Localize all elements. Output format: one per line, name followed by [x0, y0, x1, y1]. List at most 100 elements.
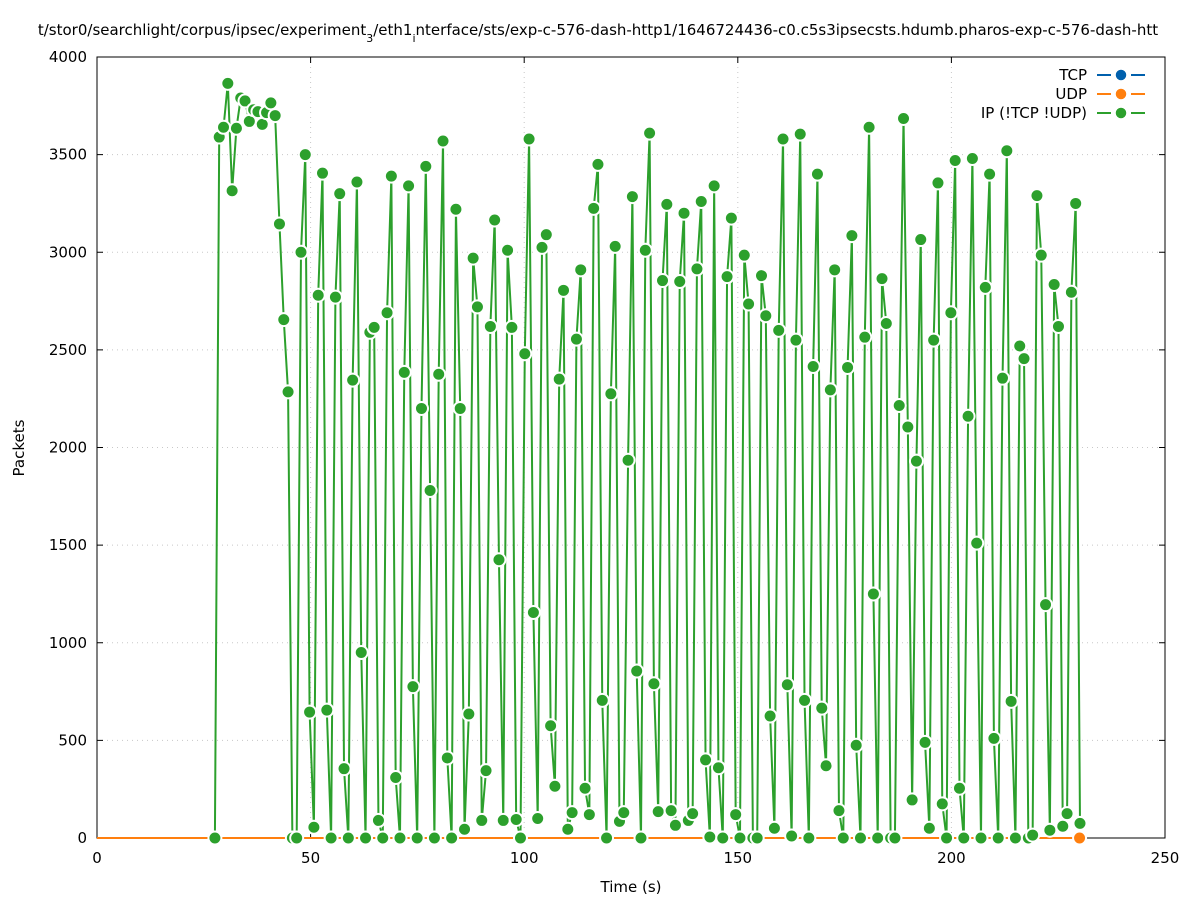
data-point [1029, 188, 1045, 204]
data-point [1033, 247, 1049, 263]
data-point [568, 331, 584, 347]
data-point [809, 166, 825, 182]
data-point [263, 95, 279, 111]
data-point [353, 645, 369, 661]
legend-marker [1114, 87, 1128, 101]
data-point [474, 812, 490, 828]
x-tick-label: 200 [937, 849, 966, 867]
legend-entry: IP (!TCP !UDP) [981, 104, 1145, 122]
data-point [749, 830, 765, 846]
data-point [698, 752, 714, 768]
data-point [667, 817, 683, 833]
data-point [758, 308, 774, 324]
data-point [508, 811, 524, 827]
data-point [1007, 830, 1023, 846]
data-point [646, 676, 662, 692]
data-point [616, 805, 632, 821]
x-tick-label: 250 [1151, 849, 1180, 867]
data-point [469, 299, 485, 315]
data-point [297, 147, 313, 163]
data-point [814, 700, 830, 716]
data-point [392, 830, 408, 846]
data-point [960, 408, 976, 424]
data-point [556, 282, 572, 298]
data-point [543, 718, 559, 734]
data-point [271, 216, 287, 232]
data-point [840, 359, 856, 375]
data-point [370, 812, 386, 828]
data-point [943, 305, 959, 321]
data-point [706, 178, 722, 194]
data-point [237, 93, 253, 109]
legend-entry: TCP [1058, 66, 1145, 84]
data-point [874, 271, 890, 287]
data-point [732, 830, 748, 846]
data-point [990, 830, 1006, 846]
y-tick-label: 1000 [49, 634, 87, 652]
data-point [366, 319, 382, 335]
data-point [327, 289, 343, 305]
data-point [900, 419, 916, 435]
data-point [728, 807, 744, 823]
data-point [439, 750, 455, 766]
data-point [1072, 815, 1088, 831]
data-point [827, 262, 843, 278]
data-point [409, 830, 425, 846]
legend-label: IP (!TCP !UDP) [981, 104, 1087, 122]
y-tick-label: 3500 [49, 146, 87, 164]
data-point [719, 269, 735, 285]
data-point [280, 384, 296, 400]
data-point [917, 734, 933, 750]
data-point [577, 780, 593, 796]
data-point [319, 702, 335, 718]
data-point [383, 168, 399, 184]
legend-label: UDP [1055, 85, 1087, 103]
data-point [538, 227, 554, 243]
series-line [213, 83, 1081, 840]
data-point [835, 830, 851, 846]
data-point [487, 212, 503, 228]
axis-ticks: 0 50 100 150 200 2500500100015002000250030003… [49, 48, 1180, 867]
data-point [573, 262, 589, 278]
data-point [224, 183, 240, 199]
data-point [521, 131, 537, 147]
data-point [358, 830, 374, 846]
data-point [655, 273, 671, 289]
data-point [560, 821, 576, 837]
data-point [969, 535, 985, 551]
x-tick-label: 0 [92, 849, 102, 867]
data-point [710, 760, 726, 776]
data-point [435, 133, 451, 149]
data-point [951, 780, 967, 796]
data-point [418, 158, 434, 174]
legend-marker [1114, 106, 1128, 120]
y-tick-label: 2500 [49, 341, 87, 359]
data-point [1055, 818, 1071, 834]
data-point [293, 244, 309, 260]
data-point [659, 196, 675, 212]
data-point [934, 796, 950, 812]
data-point [551, 371, 567, 387]
data-point [1072, 830, 1088, 846]
data-point [926, 332, 942, 348]
data-point [586, 200, 602, 216]
data-point [1050, 318, 1066, 334]
data-point [921, 820, 937, 836]
data-point [1068, 195, 1084, 211]
data-point [1025, 827, 1041, 843]
data-point [822, 382, 838, 398]
data-point [1046, 276, 1062, 292]
data-point [676, 205, 692, 221]
data-point [405, 679, 421, 695]
data-point [891, 398, 907, 414]
data-point [306, 819, 322, 835]
data-point [788, 332, 804, 348]
data-point [349, 174, 365, 190]
data-point [771, 322, 787, 338]
data-point [396, 364, 412, 380]
data-point [784, 828, 800, 844]
y-tick-label: 1500 [49, 536, 87, 554]
data-point [525, 604, 541, 620]
data-point [964, 151, 980, 167]
